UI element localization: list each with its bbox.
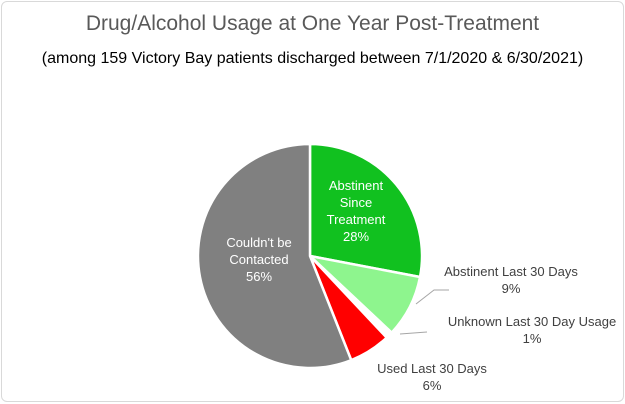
slice-label-line: Couldn't be — [226, 235, 291, 250]
chart-title: Drug/Alcohol Usage at One Year Post-Trea… — [85, 12, 540, 35]
slice-label-line: Unknown Last 30 Day Usage — [448, 314, 616, 329]
slice-label-2: Unknown Last 30 Day Usage 1% — [448, 314, 616, 346]
slice-percent: 28% — [343, 229, 369, 244]
leader-line-2 — [399, 331, 428, 335]
slice-label-line: Since — [340, 195, 373, 210]
slice-label-line: Used Last 30 Days — [377, 361, 487, 376]
slice-label-3: Used Last 30 Days 6% — [377, 361, 487, 393]
leader-line-1 — [415, 289, 449, 305]
slice-label-line: Treatment — [327, 212, 386, 227]
slice-label-0: Abstinent Since Treatment 28% — [327, 178, 386, 244]
slice-label-line: Abstinent — [329, 178, 384, 193]
slice-label-1: Abstinent Last 30 Days 9% — [444, 264, 578, 296]
pie-slice-0 — [308, 142, 424, 279]
slice-percent: 56% — [246, 269, 272, 284]
slice-percent: 1% — [523, 331, 542, 346]
slice-label-line: Contacted — [229, 252, 288, 267]
slice-label-line: Abstinent Last 30 Days — [444, 264, 578, 279]
slice-label-4: Couldn't be Contacted 56% — [226, 235, 291, 284]
slice-percent: 6% — [423, 378, 442, 393]
pie-slice-4 — [196, 142, 353, 370]
slice-percent: 9% — [502, 281, 521, 296]
chart-subtitle: (among 159 Victory Bay patients discharg… — [41, 50, 584, 67]
